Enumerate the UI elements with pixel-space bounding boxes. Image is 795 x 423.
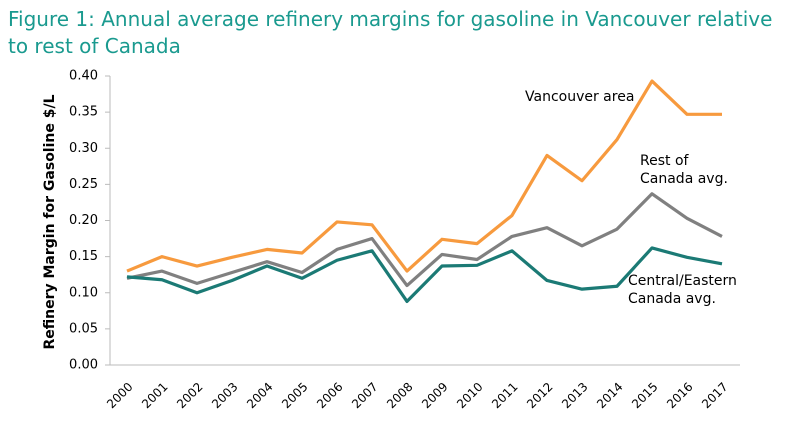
x-tick-label: 2008: [384, 380, 415, 411]
y-tick-label: 0.25: [69, 177, 98, 192]
x-tick-label: 2003: [209, 380, 240, 411]
x-tick-label: 2004: [244, 380, 275, 411]
series-line: [126, 79, 722, 273]
x-tick-label: 2017: [699, 380, 730, 411]
series-label: Central/Eastern Canada avg.: [628, 273, 737, 307]
series-line: [126, 246, 723, 304]
y-tick-label: 0.00: [69, 358, 98, 373]
y-tick-label: 0.35: [69, 105, 98, 120]
x-tick-label: 2007: [349, 380, 380, 411]
x-tick-label: 2010: [454, 380, 485, 411]
x-tick-label: 2016: [664, 380, 695, 411]
series-label: Rest of Canada avg.: [640, 153, 728, 187]
x-tick-label: 2005: [279, 380, 310, 411]
y-tick-label: 0.20: [69, 213, 98, 228]
series-line: [126, 192, 723, 288]
x-tick-label: 2011: [489, 380, 520, 411]
x-tick-label: 2012: [524, 380, 555, 411]
y-tick-label: 0.05: [69, 321, 98, 336]
y-tick-label: 0.10: [69, 285, 98, 300]
x-tick-label: 2006: [314, 380, 345, 411]
x-tick-label: 2009: [419, 380, 450, 411]
y-axis-label: Refinery Margin for Gasoline $/L: [42, 94, 58, 349]
x-tick-label: 2000: [104, 380, 135, 411]
y-tick-label: 0.40: [69, 69, 98, 84]
x-tick-label: 2015: [629, 380, 660, 411]
series-label: Vancouver area: [525, 89, 635, 105]
x-tick-label: 2013: [559, 380, 590, 411]
y-tick-label: 0.15: [69, 249, 98, 264]
chart-title: Figure 1: Annual average refinery margin…: [8, 7, 773, 58]
y-tick-label: 0.30: [69, 141, 98, 156]
x-tick-label: 2014: [594, 380, 625, 411]
x-tick-label: 2001: [139, 380, 170, 411]
x-tick-label: 2002: [174, 380, 205, 411]
